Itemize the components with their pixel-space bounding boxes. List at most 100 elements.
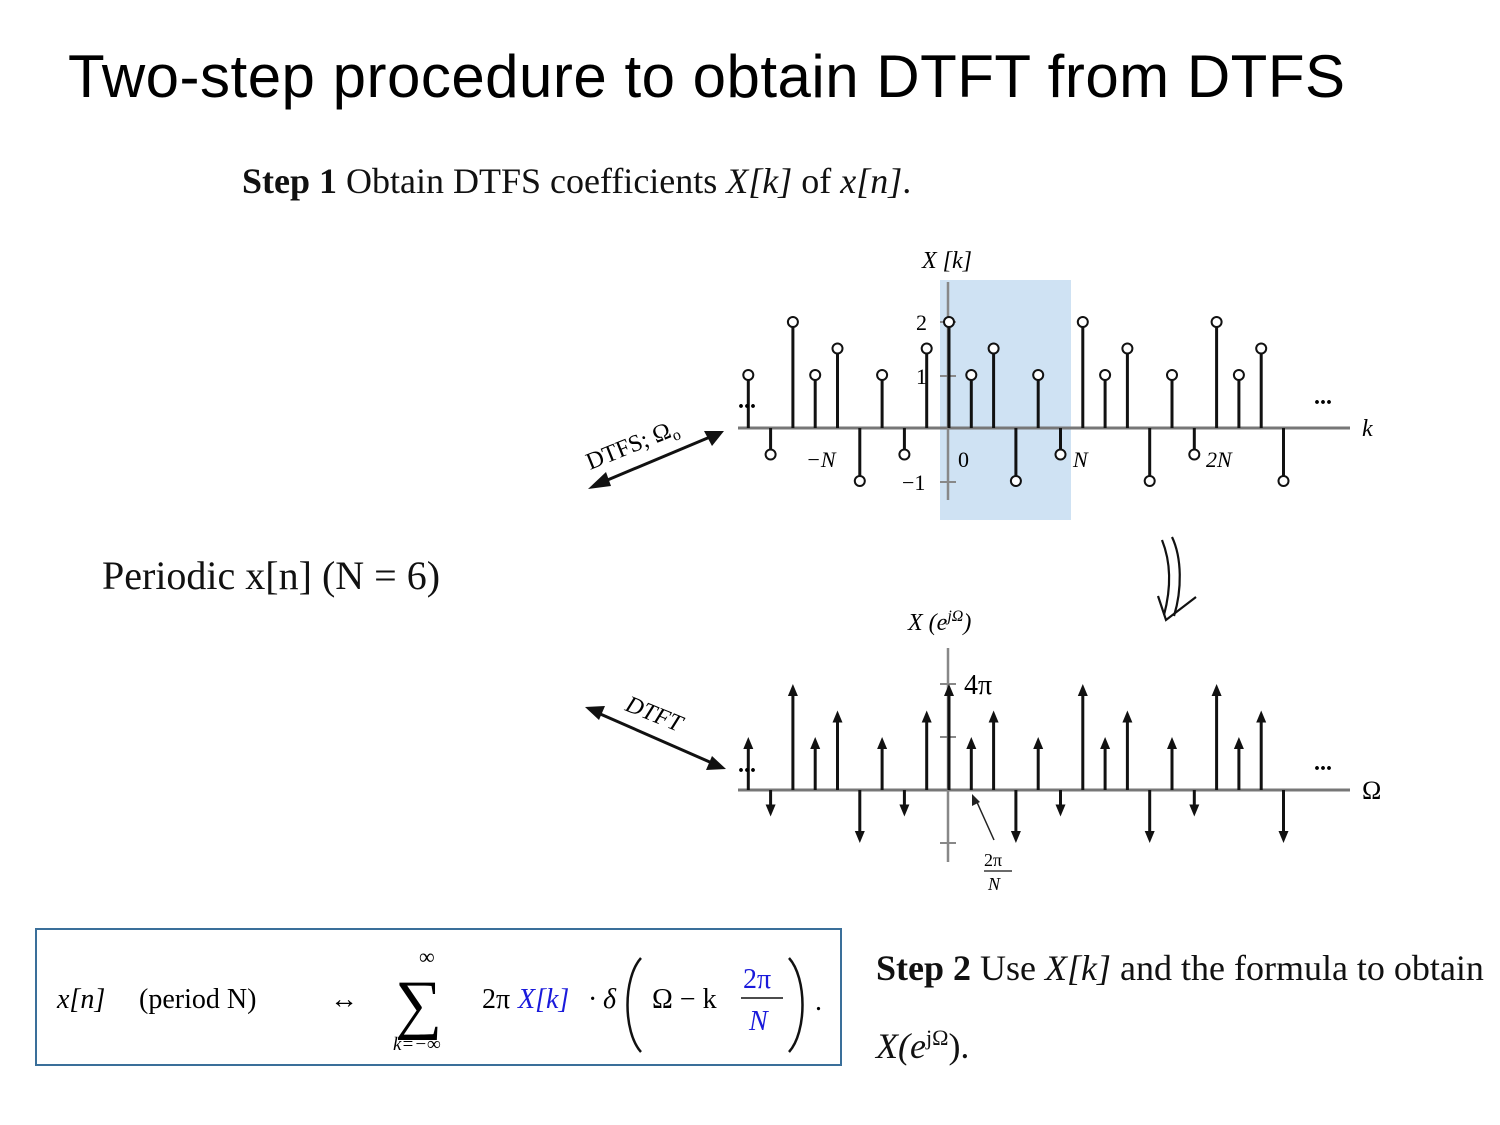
spacing-num: 2π — [984, 850, 1002, 870]
stem-marker — [1099, 369, 1112, 381]
stem-marker — [1166, 369, 1178, 381]
top-xtick-label-0: 0 — [958, 447, 969, 472]
formula-lhs: x[n] — [56, 984, 105, 1015]
stem-marker — [1032, 369, 1045, 381]
dtft-arrow — [585, 706, 726, 770]
impulse-head — [1033, 737, 1044, 749]
impulse-head — [1144, 831, 1155, 843]
impulse-head — [1077, 684, 1088, 696]
stem-marker — [920, 342, 933, 355]
step2-xe: X(e — [876, 1026, 926, 1066]
top-xtick-label-2N: 2N — [1206, 447, 1233, 472]
bottom-ylabel: X (ejΩ) — [907, 608, 971, 636]
formula-sum-bottom: k=−∞ — [393, 1034, 441, 1055]
impulse-head — [1167, 737, 1177, 749]
formula-dot: · — [588, 984, 597, 1015]
impulse-head — [921, 710, 932, 723]
top-ellipsis-right: ... — [1314, 384, 1332, 410]
bottom-xlabel: Ω — [1362, 776, 1381, 805]
top-xtick-label-N: N — [1072, 447, 1089, 472]
impulse-head — [743, 737, 754, 749]
bottom-ylabel-main: X (e — [907, 610, 948, 636]
formula-frac-den: N — [748, 1006, 769, 1037]
formula-omega-minus-k: Ω − k — [652, 984, 717, 1015]
periodic-signal-label: Periodic x[n] (N = 6) — [102, 553, 441, 598]
impulse-head — [810, 737, 821, 749]
spacing-pointer — [975, 799, 995, 841]
stem-marker — [1277, 475, 1290, 487]
bottom-ylabel-sup: jΩ — [945, 608, 963, 625]
stem-marker — [1076, 316, 1089, 328]
bottom-ylabel-end: ) — [961, 610, 971, 636]
impulse-head — [1122, 710, 1133, 723]
top-ytick-label-m1: −1 — [902, 470, 925, 495]
impulse-head — [832, 710, 843, 723]
formula-period: (period N) — [139, 984, 256, 1015]
top-xlabel: k — [1362, 416, 1373, 442]
bottom-peak-label: 4π — [964, 670, 992, 701]
impulse-head — [1010, 831, 1021, 843]
formula-delta: δ — [603, 984, 617, 1015]
stem-marker — [742, 369, 755, 381]
spacing-pointer-head — [972, 794, 980, 806]
stem-marker — [1255, 342, 1268, 355]
top-ellipsis-left: ... — [738, 388, 756, 414]
stem-marker — [1188, 448, 1201, 461]
stem-marker — [1121, 342, 1134, 355]
impulse-head — [1055, 804, 1066, 817]
impulse-head — [877, 737, 888, 749]
stem-marker — [876, 369, 889, 381]
stem-marker — [831, 342, 844, 355]
period-highlight — [940, 280, 1071, 520]
impulse-head — [1233, 737, 1244, 749]
spacing-den: N — [987, 874, 1001, 894]
dtfs-arrow-label-main: DTFS; Ω — [583, 418, 675, 476]
impulse-head — [1189, 804, 1200, 817]
slide-title: Two-step procedure to obtain DTFT from D… — [68, 43, 1346, 110]
step2-text-mid: and the formula to obtain — [1111, 948, 1484, 988]
stem-marker — [943, 316, 955, 328]
impulse-head — [854, 831, 865, 843]
formula-xk: X[k] — [517, 984, 569, 1015]
impulse-head — [966, 737, 977, 749]
step1-text: Step 1 Obtain DTFS coefficients X[k] of … — [242, 160, 911, 202]
impulse-head — [1256, 710, 1267, 723]
bottom-ellipsis-left: ... — [738, 752, 756, 778]
bottom-ellipsis-right: ... — [1314, 750, 1332, 776]
step2-text: Step 2 Use X[k] and the formula to obtai… — [876, 933, 1496, 1081]
step2-text-pre: Use — [980, 948, 1046, 988]
stem-marker — [1143, 475, 1156, 487]
formula-two-pi: 2π — [482, 984, 510, 1015]
stem-marker — [764, 448, 777, 461]
top-ylabel: X [k] — [921, 248, 972, 274]
stem-marker — [1054, 448, 1067, 461]
formula-left-paren — [626, 957, 642, 1053]
impulse-head — [1100, 737, 1111, 749]
step2-label: Step 2 — [876, 948, 972, 988]
formula-right-paren — [788, 957, 804, 1053]
bottom-impulses — [743, 684, 1289, 843]
stem-marker — [1210, 316, 1223, 328]
step2-xk: X[k] — [1045, 948, 1112, 988]
top-ytick-label-1: 1 — [916, 364, 927, 389]
top-ytick-label-2: 2 — [916, 310, 927, 335]
stem-marker — [853, 475, 866, 487]
formula-svg: x[n] (period N) ↔ ∞ ∑ k=−∞ 2π X[k] · δ Ω… — [56, 944, 822, 1055]
step1-text-mid: of — [792, 161, 841, 201]
step1-text-pre: Obtain DTFS coefficients — [346, 161, 727, 201]
formula-frac-num: 2π — [743, 964, 771, 995]
stem-marker — [1232, 369, 1245, 381]
step1-label: Step 1 — [242, 161, 338, 201]
impulse-head — [988, 710, 999, 723]
impulse-head — [1278, 831, 1289, 843]
step2-text-end: ). — [948, 1026, 970, 1066]
formula-box: x[n] (period N) ↔ ∞ ∑ k=−∞ 2π X[k] · δ Ω… — [35, 928, 842, 1066]
formula-arrow: ↔ — [330, 984, 358, 1015]
stem-marker — [987, 342, 1000, 355]
stem-marker — [786, 316, 799, 328]
stem-marker — [898, 448, 911, 461]
dtfs-arrow — [588, 431, 724, 489]
stem-marker — [1009, 475, 1022, 487]
formula-period-end: . — [815, 986, 822, 1017]
impulse-head — [787, 684, 798, 696]
